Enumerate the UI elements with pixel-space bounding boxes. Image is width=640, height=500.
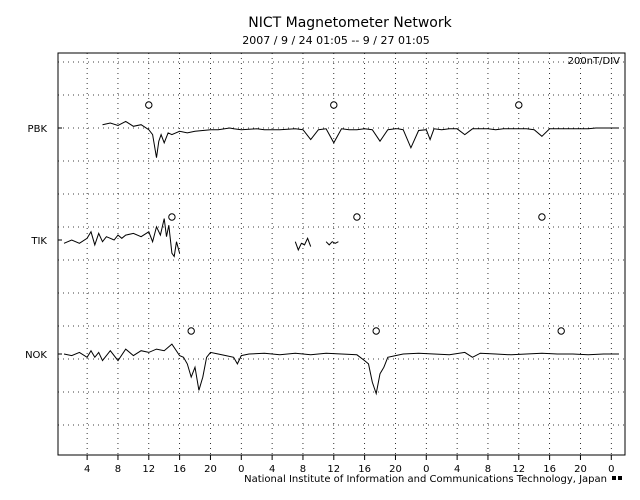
noon-markers bbox=[145, 101, 565, 335]
chart-title: NICT Magnetometer Network bbox=[248, 15, 452, 31]
noon-marker bbox=[168, 213, 176, 221]
x-tick-label: 12 bbox=[142, 464, 155, 475]
station-label: NOK bbox=[25, 350, 47, 361]
noon-marker bbox=[515, 101, 523, 109]
scale-label: 200nT/DIV bbox=[568, 56, 621, 67]
footer-credit: National Institute of Information and Co… bbox=[244, 474, 607, 485]
x-tick-label: 20 bbox=[204, 464, 217, 475]
x-tick-label: 4 bbox=[269, 464, 275, 475]
noon-marker bbox=[372, 327, 380, 335]
x-tick-label: 12 bbox=[327, 464, 340, 475]
x-tick-label: 12 bbox=[512, 464, 525, 475]
x-tick-label: 16 bbox=[173, 464, 186, 475]
noon-marker bbox=[538, 213, 546, 221]
x-tick-label: 8 bbox=[300, 464, 306, 475]
noon-marker bbox=[353, 213, 361, 221]
x-tick-label: 0 bbox=[608, 464, 614, 475]
chart-subtitle: 2007 / 9 / 24 01:05 -- 9 / 27 01:05 bbox=[242, 34, 429, 47]
x-tick-label: 8 bbox=[115, 464, 121, 475]
series-nok-line bbox=[63, 343, 619, 396]
series-pbk-line bbox=[102, 120, 619, 158]
x-tick-label: 8 bbox=[485, 464, 491, 475]
x-tick-label: 0 bbox=[423, 464, 429, 475]
plot-frame bbox=[57, 52, 626, 456]
x-tick-label: 16 bbox=[543, 464, 556, 475]
noon-marker bbox=[187, 327, 195, 335]
x-tick-label: 20 bbox=[389, 464, 402, 475]
x-tick-label: 4 bbox=[84, 464, 90, 475]
noon-marker bbox=[145, 101, 153, 109]
x-tick-label: 16 bbox=[358, 464, 371, 475]
noon-marker bbox=[557, 327, 565, 335]
x-tick-label: 0 bbox=[238, 464, 244, 475]
x-tick-label: 4 bbox=[454, 464, 460, 475]
noon-marker bbox=[330, 101, 338, 109]
footer-mark bbox=[612, 476, 622, 480]
station-labels: PBK TIK NOK bbox=[25, 124, 62, 361]
station-label: PBK bbox=[28, 124, 48, 135]
series-tik-line bbox=[63, 218, 339, 258]
x-axis-ticks: 4 8 12 16 20 0 4 8 12 16 20 0 4 8 12 16 20 0 bbox=[84, 455, 614, 475]
x-tick-label: 20 bbox=[574, 464, 587, 475]
series-layer bbox=[63, 120, 619, 396]
station-label: TIK bbox=[30, 236, 47, 247]
grid-lines bbox=[58, 53, 625, 455]
